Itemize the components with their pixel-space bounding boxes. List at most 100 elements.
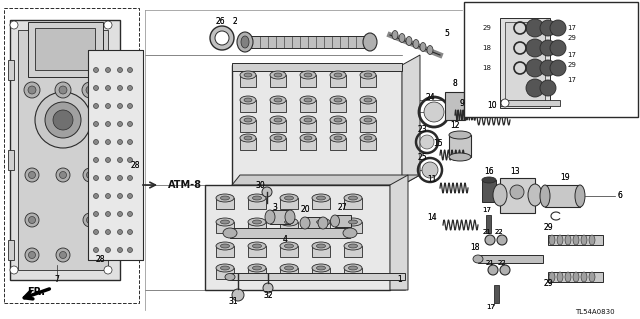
Text: 11: 11 (428, 175, 436, 184)
Ellipse shape (265, 210, 275, 224)
Ellipse shape (364, 118, 372, 122)
Ellipse shape (300, 134, 316, 142)
Bar (300, 75, 316, 87)
Ellipse shape (244, 73, 252, 77)
Circle shape (118, 103, 122, 108)
Text: 3: 3 (273, 203, 277, 211)
Ellipse shape (364, 98, 372, 102)
Ellipse shape (312, 218, 330, 226)
Circle shape (56, 248, 70, 262)
Circle shape (24, 82, 40, 98)
Ellipse shape (248, 218, 266, 226)
Ellipse shape (285, 266, 294, 270)
Circle shape (93, 85, 99, 91)
Bar (10, 20, 120, 280)
Circle shape (83, 213, 97, 227)
Circle shape (263, 283, 273, 293)
Bar (505, 22, 545, 104)
Circle shape (127, 211, 132, 217)
Ellipse shape (270, 116, 286, 124)
Text: 14: 14 (427, 213, 437, 222)
Text: 1: 1 (397, 276, 403, 285)
Ellipse shape (406, 36, 412, 46)
Ellipse shape (285, 244, 294, 248)
Circle shape (86, 217, 93, 224)
Bar (478, 255, 543, 263)
Circle shape (93, 68, 99, 72)
Ellipse shape (237, 32, 253, 52)
Circle shape (118, 85, 122, 91)
Ellipse shape (334, 136, 342, 140)
Circle shape (86, 86, 94, 94)
Text: 16: 16 (484, 167, 494, 175)
Ellipse shape (274, 118, 282, 122)
Bar (548, 235, 603, 245)
Ellipse shape (318, 217, 328, 229)
Ellipse shape (216, 194, 234, 202)
Text: 7: 7 (54, 276, 60, 285)
Bar (8, 240, 14, 260)
Ellipse shape (240, 96, 256, 104)
Ellipse shape (221, 266, 230, 270)
Bar (300, 138, 316, 150)
Circle shape (118, 122, 122, 127)
Text: 11: 11 (428, 175, 436, 184)
Ellipse shape (449, 131, 471, 139)
Text: 24: 24 (425, 93, 435, 102)
Circle shape (118, 68, 122, 72)
Circle shape (60, 251, 67, 258)
Bar (545, 185, 580, 207)
Bar (500, 18, 550, 108)
Ellipse shape (399, 33, 405, 42)
Ellipse shape (253, 220, 262, 224)
Ellipse shape (216, 264, 234, 272)
Bar (108, 190, 114, 210)
Text: 13: 13 (510, 167, 520, 175)
Circle shape (526, 19, 544, 37)
Circle shape (262, 187, 272, 197)
Ellipse shape (589, 235, 595, 245)
Text: 17: 17 (568, 52, 577, 58)
Text: 22: 22 (498, 260, 506, 266)
Bar (300, 100, 316, 112)
Ellipse shape (581, 235, 587, 245)
Circle shape (56, 168, 70, 182)
Bar (344, 268, 362, 279)
Bar (248, 222, 266, 233)
Ellipse shape (312, 194, 330, 202)
Bar (28, 22, 103, 77)
Circle shape (127, 248, 132, 253)
Circle shape (232, 289, 244, 301)
Ellipse shape (343, 228, 357, 238)
Text: 12: 12 (451, 122, 460, 130)
Bar (240, 120, 256, 132)
Text: 8: 8 (452, 78, 458, 87)
Ellipse shape (449, 153, 471, 161)
Bar (270, 210, 290, 224)
Circle shape (127, 175, 132, 181)
Text: 18: 18 (470, 242, 480, 251)
Ellipse shape (557, 235, 563, 245)
Circle shape (93, 229, 99, 234)
Ellipse shape (330, 116, 346, 124)
Ellipse shape (364, 73, 372, 77)
Text: 19: 19 (560, 174, 570, 182)
Circle shape (215, 31, 229, 45)
Circle shape (10, 266, 18, 274)
Circle shape (550, 40, 566, 56)
Ellipse shape (285, 196, 294, 200)
Ellipse shape (274, 98, 282, 102)
Bar (240, 138, 256, 150)
Bar (360, 120, 376, 132)
Text: 14: 14 (427, 213, 437, 222)
Circle shape (93, 139, 99, 145)
Circle shape (29, 217, 35, 224)
Circle shape (526, 79, 544, 97)
Circle shape (82, 82, 98, 98)
Ellipse shape (330, 215, 339, 227)
Ellipse shape (248, 264, 266, 272)
Ellipse shape (225, 273, 235, 280)
Text: 10: 10 (487, 100, 497, 109)
Text: 27: 27 (337, 204, 347, 212)
Ellipse shape (589, 272, 595, 282)
